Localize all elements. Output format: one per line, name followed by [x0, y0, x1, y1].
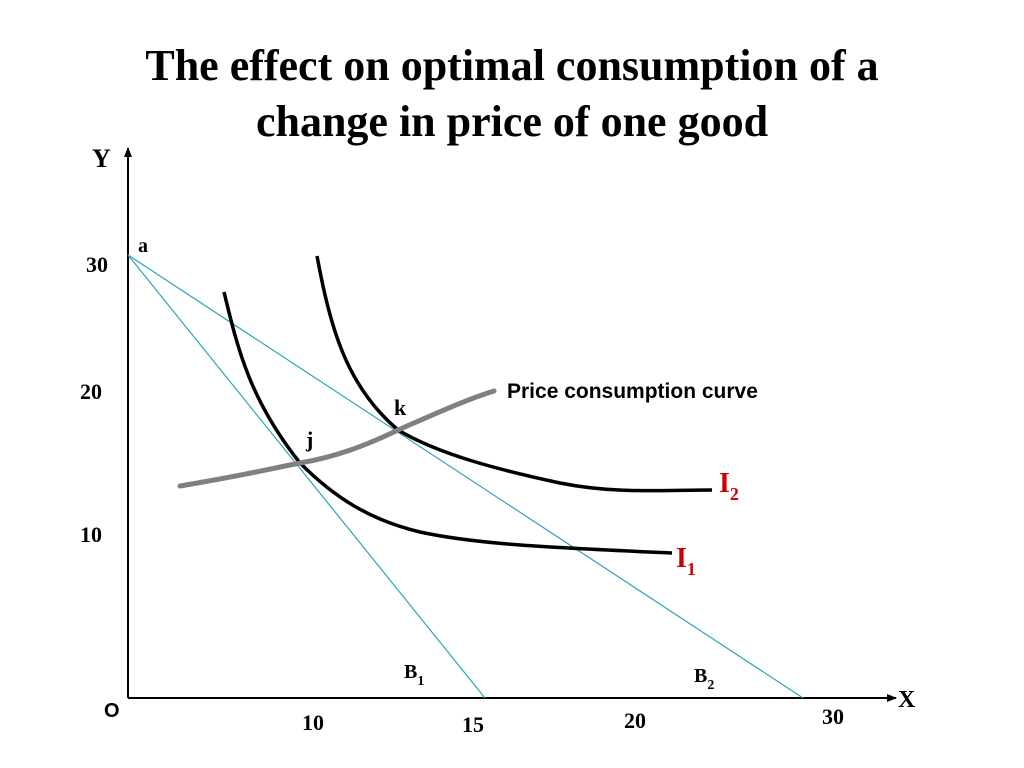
y-axis-label: Y [92, 144, 111, 173]
x-tick-15: 15 [462, 712, 484, 737]
x-tick-20: 20 [624, 708, 646, 733]
budget-line-b2 [127, 254, 804, 699]
indifference-curve-i1-label: I1 [676, 543, 696, 579]
budget-line-b1-label: B1 [404, 661, 424, 689]
title-line-2: change in price of one good [255, 97, 769, 146]
y-tick-30: 30 [86, 252, 108, 277]
y-tick-20: 20 [80, 379, 102, 404]
indifference-curve-i2-label: I2 [719, 468, 739, 504]
x-axis-label: X [898, 687, 916, 713]
price-consumption-curve [177, 388, 497, 489]
x-tick-10: 10 [302, 710, 324, 735]
origin-label: O [104, 700, 120, 722]
budget-line-b2-label: B2 [694, 665, 714, 693]
point-j-label: j [305, 427, 313, 452]
budget-line-b1 [127, 254, 486, 699]
indifference-curve-i2 [315, 255, 713, 493]
price-consumption-curve-label: Price consumption curve [507, 380, 758, 403]
page-title: The effect on optimal consumption of a c… [0, 38, 1024, 150]
y-tick-10: 10 [80, 522, 102, 547]
x-tick-30: 30 [822, 704, 844, 729]
indifference-curve-i1 [222, 291, 673, 555]
point-k-label: k [394, 395, 407, 420]
title-line-1: The effect on optimal consumption of a [145, 41, 879, 90]
point-a-label: a [138, 235, 148, 257]
